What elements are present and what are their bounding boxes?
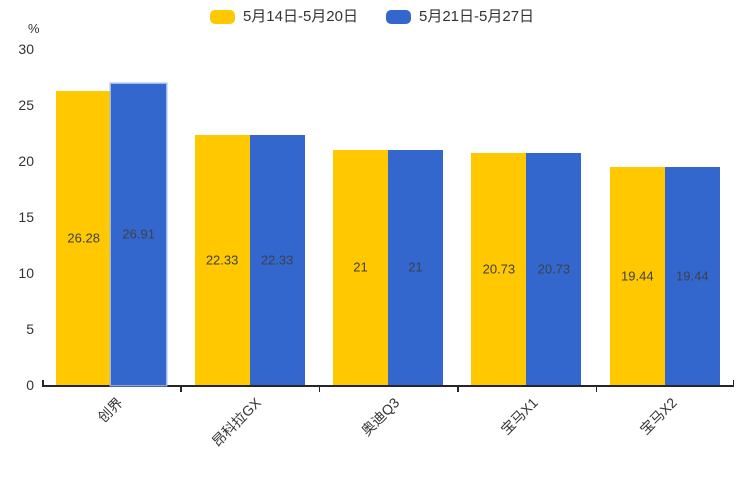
bar-value-label: 21	[408, 259, 423, 275]
bar-value-label: 19.44	[621, 268, 654, 284]
y-axis-tick-label: 20	[18, 153, 34, 169]
bar-value-label: 22.33	[205, 252, 239, 268]
bar-value-label: 22.33	[260, 252, 294, 268]
y-axis-unit-label: %	[28, 21, 40, 36]
bar-series1-奥迪Q3[interactable]: 21	[333, 149, 388, 385]
legend-swatch-yellow	[209, 10, 235, 24]
legend: 5月14日-5月20日 5月21日-5月27日	[0, 7, 744, 27]
x-axis-tick	[42, 380, 44, 385]
bar-series1-宝马X2[interactable]: 19.44	[609, 167, 665, 385]
bar-value-label: 20.73	[537, 261, 571, 277]
bar-value-label: 26.28	[67, 230, 100, 246]
bar-value-label: 19.44	[676, 268, 709, 284]
x-axis-tick	[457, 387, 459, 392]
x-axis-category-label: 宝马X1	[497, 394, 542, 438]
legend-label-series2: 5月21日-5月27日	[419, 8, 535, 25]
bar-series2-宝马X2[interactable]: 19.44	[664, 167, 720, 385]
x-axis-category-label: 奥迪Q3	[358, 394, 403, 439]
bar-value-label: 21	[353, 259, 368, 275]
legend-label-series1: 5月14日-5月20日	[242, 8, 358, 25]
y-axis-tick-label: 15	[18, 209, 34, 225]
y-axis-tick-label: 5	[26, 321, 34, 337]
plot-area: 26.28 26.91 创界 22.33 22.33 昂科拉GX 21 21 奥迪Q3 20.73…	[42, 49, 734, 450]
x-axis-category-label: 宝马X2	[636, 394, 680, 438]
bar-series2-创界[interactable]: 26.91	[111, 83, 167, 385]
x-axis-category-label: 昂科拉GX	[209, 394, 265, 450]
x-axis-tick	[595, 387, 598, 392]
bar-series2-奥迪Q3[interactable]: 21	[388, 149, 443, 385]
legend-item-series2[interactable]: 5月21日-5月27日	[386, 7, 534, 27]
x-axis-tick	[732, 380, 734, 385]
legend-swatch-blue	[386, 10, 411, 24]
x-axis-tick	[318, 387, 321, 392]
x-axis-tick	[180, 387, 182, 392]
bar-series1-创界[interactable]: 26.28	[56, 90, 112, 385]
bar-value-label: 20.73	[482, 261, 516, 277]
bar-series1-昂科拉GX[interactable]: 22.33	[194, 134, 250, 385]
x-axis-category-label: 创界	[94, 394, 126, 426]
bar-value-label: 26.91	[122, 226, 155, 242]
y-axis-tick-label: 25	[18, 97, 34, 113]
bar-series2-宝马X1[interactable]: 20.73	[526, 152, 582, 385]
bar-series1-宝马X1[interactable]: 20.73	[471, 152, 527, 385]
y-axis-tick-label: 0	[26, 377, 34, 393]
bar-series2-昂科拉GX[interactable]: 22.33	[249, 134, 305, 385]
legend-item-series1[interactable]: 5月14日-5月20日	[209, 7, 358, 27]
y-axis-tick-label: 10	[18, 265, 34, 281]
y-axis-tick-label: 30	[18, 41, 34, 57]
